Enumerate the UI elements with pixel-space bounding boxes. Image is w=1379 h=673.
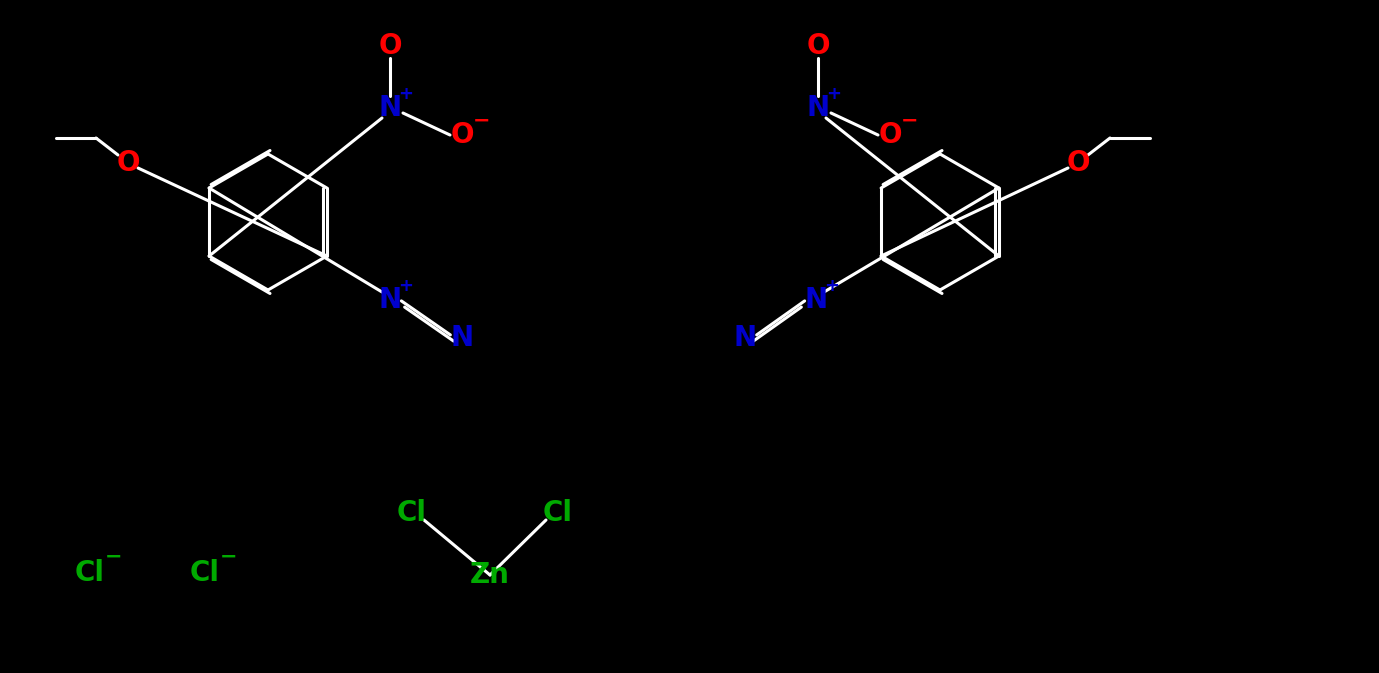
Text: Cl: Cl xyxy=(543,499,574,527)
Text: O: O xyxy=(807,32,830,60)
Text: O: O xyxy=(116,149,139,177)
Text: −: − xyxy=(221,547,237,567)
Text: O: O xyxy=(378,32,401,60)
Text: O: O xyxy=(1066,149,1089,177)
Text: N: N xyxy=(451,324,473,352)
Text: N: N xyxy=(807,94,830,122)
Text: −: − xyxy=(473,111,491,131)
Text: Zn: Zn xyxy=(470,561,510,589)
Text: N: N xyxy=(804,286,827,314)
Text: N: N xyxy=(378,286,401,314)
Text: Cl: Cl xyxy=(190,559,221,587)
Text: +: + xyxy=(826,85,841,103)
Text: +: + xyxy=(825,277,840,295)
Text: N: N xyxy=(734,324,757,352)
Text: −: − xyxy=(105,547,123,567)
Text: +: + xyxy=(399,85,414,103)
Text: −: − xyxy=(902,111,918,131)
Text: Cl: Cl xyxy=(74,559,105,587)
Text: +: + xyxy=(399,277,414,295)
Text: O: O xyxy=(451,121,474,149)
Text: N: N xyxy=(378,94,401,122)
Text: O: O xyxy=(878,121,902,149)
Text: Cl: Cl xyxy=(397,499,427,527)
